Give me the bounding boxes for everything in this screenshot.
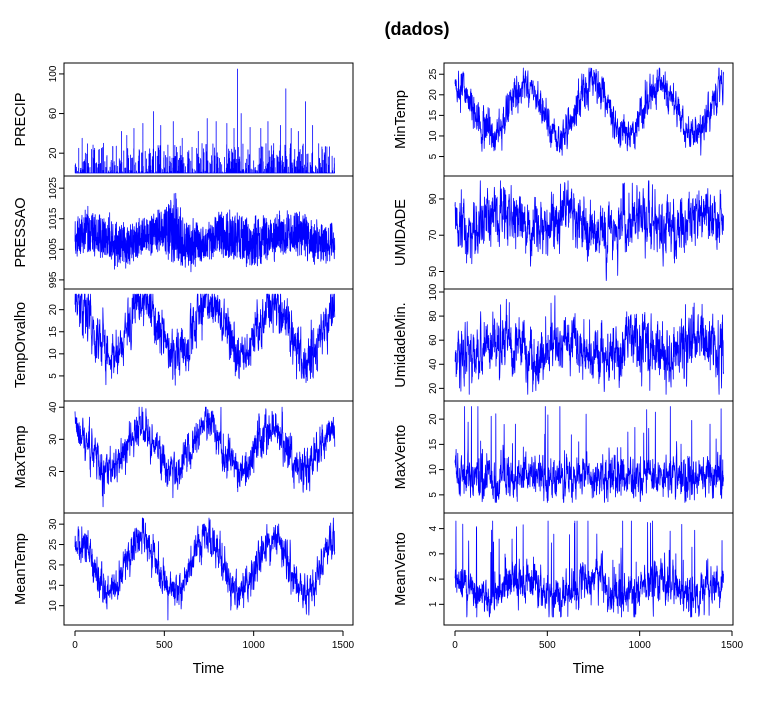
panel-mintemp: 5 10 15 20 25 MinTemp: [393, 62, 734, 177]
panel-temporvalho: 5 10 15 20 TempOrvalho: [13, 288, 354, 402]
y-tick-label: 5: [428, 153, 439, 159]
y-axis-label: MeanVento: [393, 532, 409, 605]
series-line-umidademin-: [454, 295, 724, 395]
y-tick-label: 20: [48, 304, 59, 316]
panel-umidademin-: 20 40 60 80 100 UmidadeMin.: [393, 283, 734, 402]
y-tick-label: 90: [428, 193, 439, 205]
y-tick-label: 100: [428, 283, 439, 300]
y-tick-label: 15: [48, 579, 59, 591]
x-axis: 0 500 1000 1500 Time: [452, 630, 744, 677]
y-axis-label: MaxVento: [393, 425, 409, 490]
x-axis-label: Time: [193, 661, 225, 677]
y-tick-label: 10: [48, 600, 59, 612]
x-tick-label: 1500: [721, 640, 744, 651]
y-tick-label: 1005: [48, 238, 59, 261]
y-tick-label: 20: [48, 147, 59, 159]
y-tick-label: 995: [48, 271, 59, 288]
y-tick-label: 50: [428, 265, 439, 277]
panel-meantemp: 10 15 20 25 30 MeanTemp: [13, 512, 354, 626]
series-line-precip: [74, 68, 335, 174]
y-tick-label: 10: [428, 464, 439, 476]
y-tick-label: 25: [428, 68, 439, 80]
panel-meanvento: 1 2 3 4 MeanVento: [393, 512, 734, 626]
y-tick-label: 5: [48, 373, 59, 379]
y-tick-label: 2: [428, 576, 439, 582]
series-line-umidade: [454, 180, 724, 281]
series-line-maxtemp: [74, 406, 336, 508]
y-tick-label: 20: [48, 559, 59, 571]
x-axis: 0 500 1000 1500 Time: [72, 630, 355, 677]
x-axis-label: Time: [573, 661, 605, 677]
panel-umidade: 50 70 90 UMIDADE: [393, 175, 734, 290]
y-tick-label: 60: [428, 334, 439, 346]
y-tick-label: 15: [428, 438, 439, 450]
y-tick-label: 15: [428, 109, 439, 121]
y-tick-label: 25: [48, 539, 59, 551]
series-line-temporvalho: [74, 293, 336, 386]
panel-precip: 20 60 100 PRECIP: [13, 62, 354, 177]
y-axis-label: UMIDADE: [393, 199, 409, 266]
panel-maxvento: 5 10 15 20 MaxVento: [393, 400, 734, 514]
x-tick-label: 0: [72, 640, 78, 651]
x-tick-label: 0: [452, 640, 458, 651]
y-tick-label: 30: [48, 433, 59, 445]
y-tick-label: 15: [48, 326, 59, 338]
y-axis-label: PRECIP: [13, 93, 29, 147]
y-tick-label: 20: [428, 89, 439, 101]
x-tick-label: 500: [156, 640, 173, 651]
y-tick-label: 20: [428, 413, 439, 425]
x-tick-label: 500: [539, 640, 556, 651]
y-tick-label: 10: [428, 130, 439, 142]
left-column: 2060100PRECIP995100510151025PRESSAO51015…: [13, 62, 355, 677]
y-axis-label: TempOrvalho: [13, 302, 29, 388]
y-axis-label: MaxTemp: [13, 426, 29, 489]
y-tick-label: 80: [428, 310, 439, 322]
y-tick-label: 5: [428, 492, 439, 498]
y-tick-label: 100: [48, 65, 59, 82]
y-tick-label: 30: [48, 518, 59, 530]
panel-maxtemp: 20 30 40 MaxTemp: [13, 400, 354, 514]
y-tick-label: 70: [428, 229, 439, 241]
y-tick-label: 4: [428, 525, 439, 531]
y-axis-label: MeanTemp: [13, 533, 29, 605]
x-tick-label: 1000: [629, 640, 652, 651]
series-line-maxvento: [454, 406, 724, 503]
y-axis-label: PRESSAO: [13, 197, 29, 267]
y-tick-label: 40: [428, 358, 439, 370]
x-tick-label: 1500: [332, 640, 355, 651]
y-tick-label: 40: [48, 401, 59, 413]
chart-title: (dados): [385, 19, 450, 39]
right-column: 510152025MinTemp507090UMIDADE20406080100…: [393, 62, 744, 677]
series-line-mintemp: [454, 67, 724, 156]
panel-frame: [63, 512, 354, 626]
y-axis-label: UmidadeMin.: [393, 302, 409, 387]
y-tick-label: 20: [428, 382, 439, 394]
x-tick-label: 1000: [243, 640, 266, 651]
series-line-meantemp: [74, 517, 336, 621]
y-axis-label: MinTemp: [393, 90, 409, 149]
panel-frame: [443, 512, 734, 626]
y-tick-label: 60: [48, 108, 59, 120]
y-tick-label: 20: [48, 465, 59, 477]
y-tick-label: 10: [48, 348, 59, 360]
y-tick-label: 1015: [48, 207, 59, 230]
y-tick-label: 1025: [48, 177, 59, 200]
y-tick-label: 3: [428, 551, 439, 557]
series-line-meanvento: [454, 520, 724, 618]
series-line-pressao: [74, 192, 336, 273]
y-tick-label: 1: [428, 601, 439, 607]
panel-pressao: 995 1005 1015 1025 PRESSAO: [13, 175, 354, 290]
